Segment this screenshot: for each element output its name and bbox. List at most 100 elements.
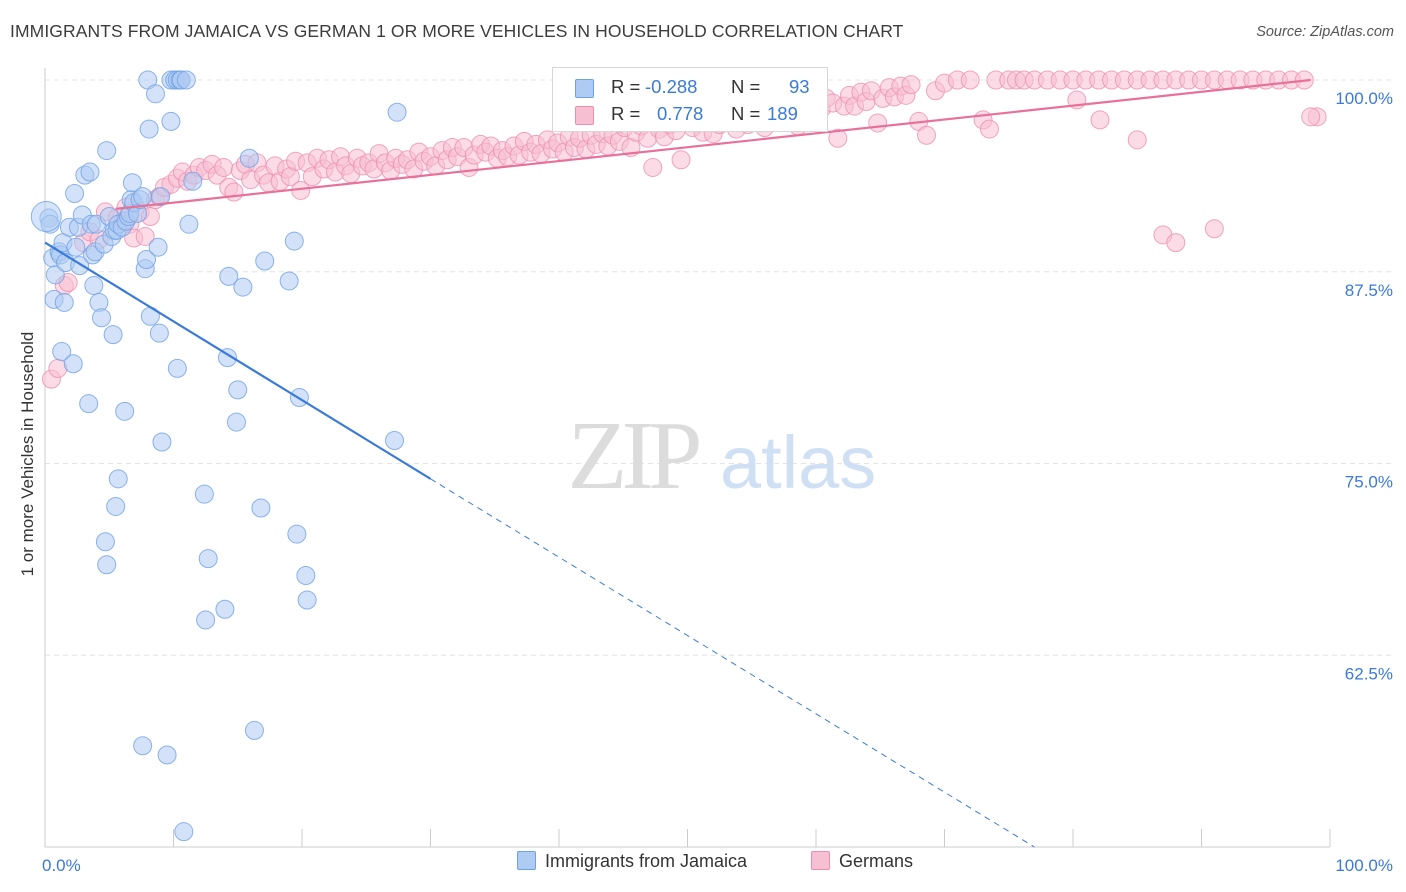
data-point [139, 119, 159, 139]
trend-line-jamaica-extension [430, 478, 1035, 848]
data-point [279, 271, 299, 291]
data-point [137, 249, 157, 269]
data-point [226, 412, 246, 432]
data-point [239, 148, 259, 168]
data-point [296, 565, 316, 585]
data-point [284, 231, 304, 251]
legend-swatch-germans [811, 851, 830, 870]
data-point [251, 498, 271, 518]
data-point [287, 524, 307, 544]
data-point [979, 119, 999, 139]
trend-line-jamaica [44, 241, 432, 480]
watermark: ZIP atlas [568, 402, 877, 510]
data-point [108, 469, 128, 489]
legend-r-label: R = [611, 103, 641, 124]
watermark-zip: ZIP [568, 402, 699, 510]
data-point [224, 182, 244, 202]
data-point [215, 599, 235, 619]
data-point [157, 745, 177, 765]
y-axis-title: 1 or more Vehicles in Household [18, 331, 37, 577]
data-point [133, 187, 153, 207]
data-point [152, 432, 172, 452]
data-point [167, 358, 187, 378]
data-point [146, 84, 166, 104]
data-point [103, 325, 123, 345]
data-point [63, 354, 83, 374]
data-point [122, 173, 142, 193]
data-point [45, 265, 65, 285]
correlation-legend: R = -0.288 N = 93 R = 0.778 N = 189 [552, 67, 828, 132]
data-point [161, 111, 181, 131]
data-point [1166, 233, 1186, 253]
data-point [183, 171, 203, 191]
legend-label-germans: Germans [839, 851, 914, 871]
data-point [135, 226, 155, 246]
axes [44, 68, 1331, 848]
data-point [151, 187, 171, 207]
legend-n-label: N = [731, 76, 761, 97]
data-point [1204, 219, 1224, 239]
data-point [80, 162, 100, 182]
data-point [917, 125, 937, 145]
legend-n-value: 189 [767, 103, 798, 124]
data-point [960, 70, 980, 90]
tick-labels: 100.0% 87.5% 75.0% 62.5% 0.0% 100.0% [42, 89, 1393, 875]
watermark-atlas: atlas [720, 421, 876, 504]
data-point [901, 75, 921, 95]
data-point [219, 266, 239, 286]
data-point [115, 401, 135, 421]
data-point [196, 610, 216, 630]
data-point [671, 150, 691, 170]
data-point [297, 590, 317, 610]
legend-n-value: 93 [789, 76, 810, 97]
data-point [387, 102, 407, 122]
y-tick-label: 87.5% [1345, 281, 1393, 300]
y-tick-label: 100.0% [1335, 89, 1393, 108]
data-point [149, 323, 169, 343]
data-point [255, 251, 275, 271]
data-point [868, 113, 888, 133]
data-point [106, 496, 126, 516]
y-tick-label: 75.0% [1345, 473, 1393, 492]
source-label: Source: ZipAtlas.com [1256, 24, 1394, 40]
data-point [194, 484, 214, 504]
legend-swatch-jamaica [575, 79, 594, 98]
data-point [148, 237, 168, 257]
data-point [92, 308, 112, 328]
x-tick-label: 0.0% [42, 856, 81, 875]
y-tick-label: 62.5% [1345, 664, 1393, 683]
data-point [179, 214, 199, 234]
legend-r-value: 0.778 [657, 103, 704, 124]
data-point [1127, 130, 1147, 150]
data-point [52, 342, 72, 362]
data-point [97, 555, 117, 575]
data-point [79, 394, 99, 414]
data-point [84, 276, 104, 296]
data-point [1090, 110, 1110, 130]
legend-r-value: -0.288 [645, 76, 698, 97]
legend-r-label: R = [611, 76, 641, 97]
data-point [97, 141, 117, 161]
data-point [198, 549, 218, 569]
legend-swatch-germans [575, 106, 594, 125]
trend-line-germans [115, 78, 1311, 210]
data-point [176, 70, 196, 90]
data-point [244, 720, 264, 740]
data-point [174, 822, 194, 842]
data-point [30, 201, 62, 233]
trend-lines [44, 78, 1311, 848]
legend-item-germans: Germans [811, 851, 913, 872]
legend-n-label: N = [731, 103, 761, 124]
data-point [54, 292, 74, 312]
data-point [385, 430, 405, 450]
legend-item-jamaica: Immigrants from Jamaica [517, 851, 747, 872]
data-point [217, 348, 237, 368]
data-point [1301, 107, 1321, 127]
data-point [214, 157, 234, 177]
x-tick-label: 100.0% [1335, 856, 1393, 875]
data-point [228, 380, 248, 400]
data-point [95, 532, 115, 552]
data-point [233, 277, 253, 297]
chart-title: IMMIGRANTS FROM JAMAICA VS GERMAN 1 OR M… [10, 21, 904, 41]
